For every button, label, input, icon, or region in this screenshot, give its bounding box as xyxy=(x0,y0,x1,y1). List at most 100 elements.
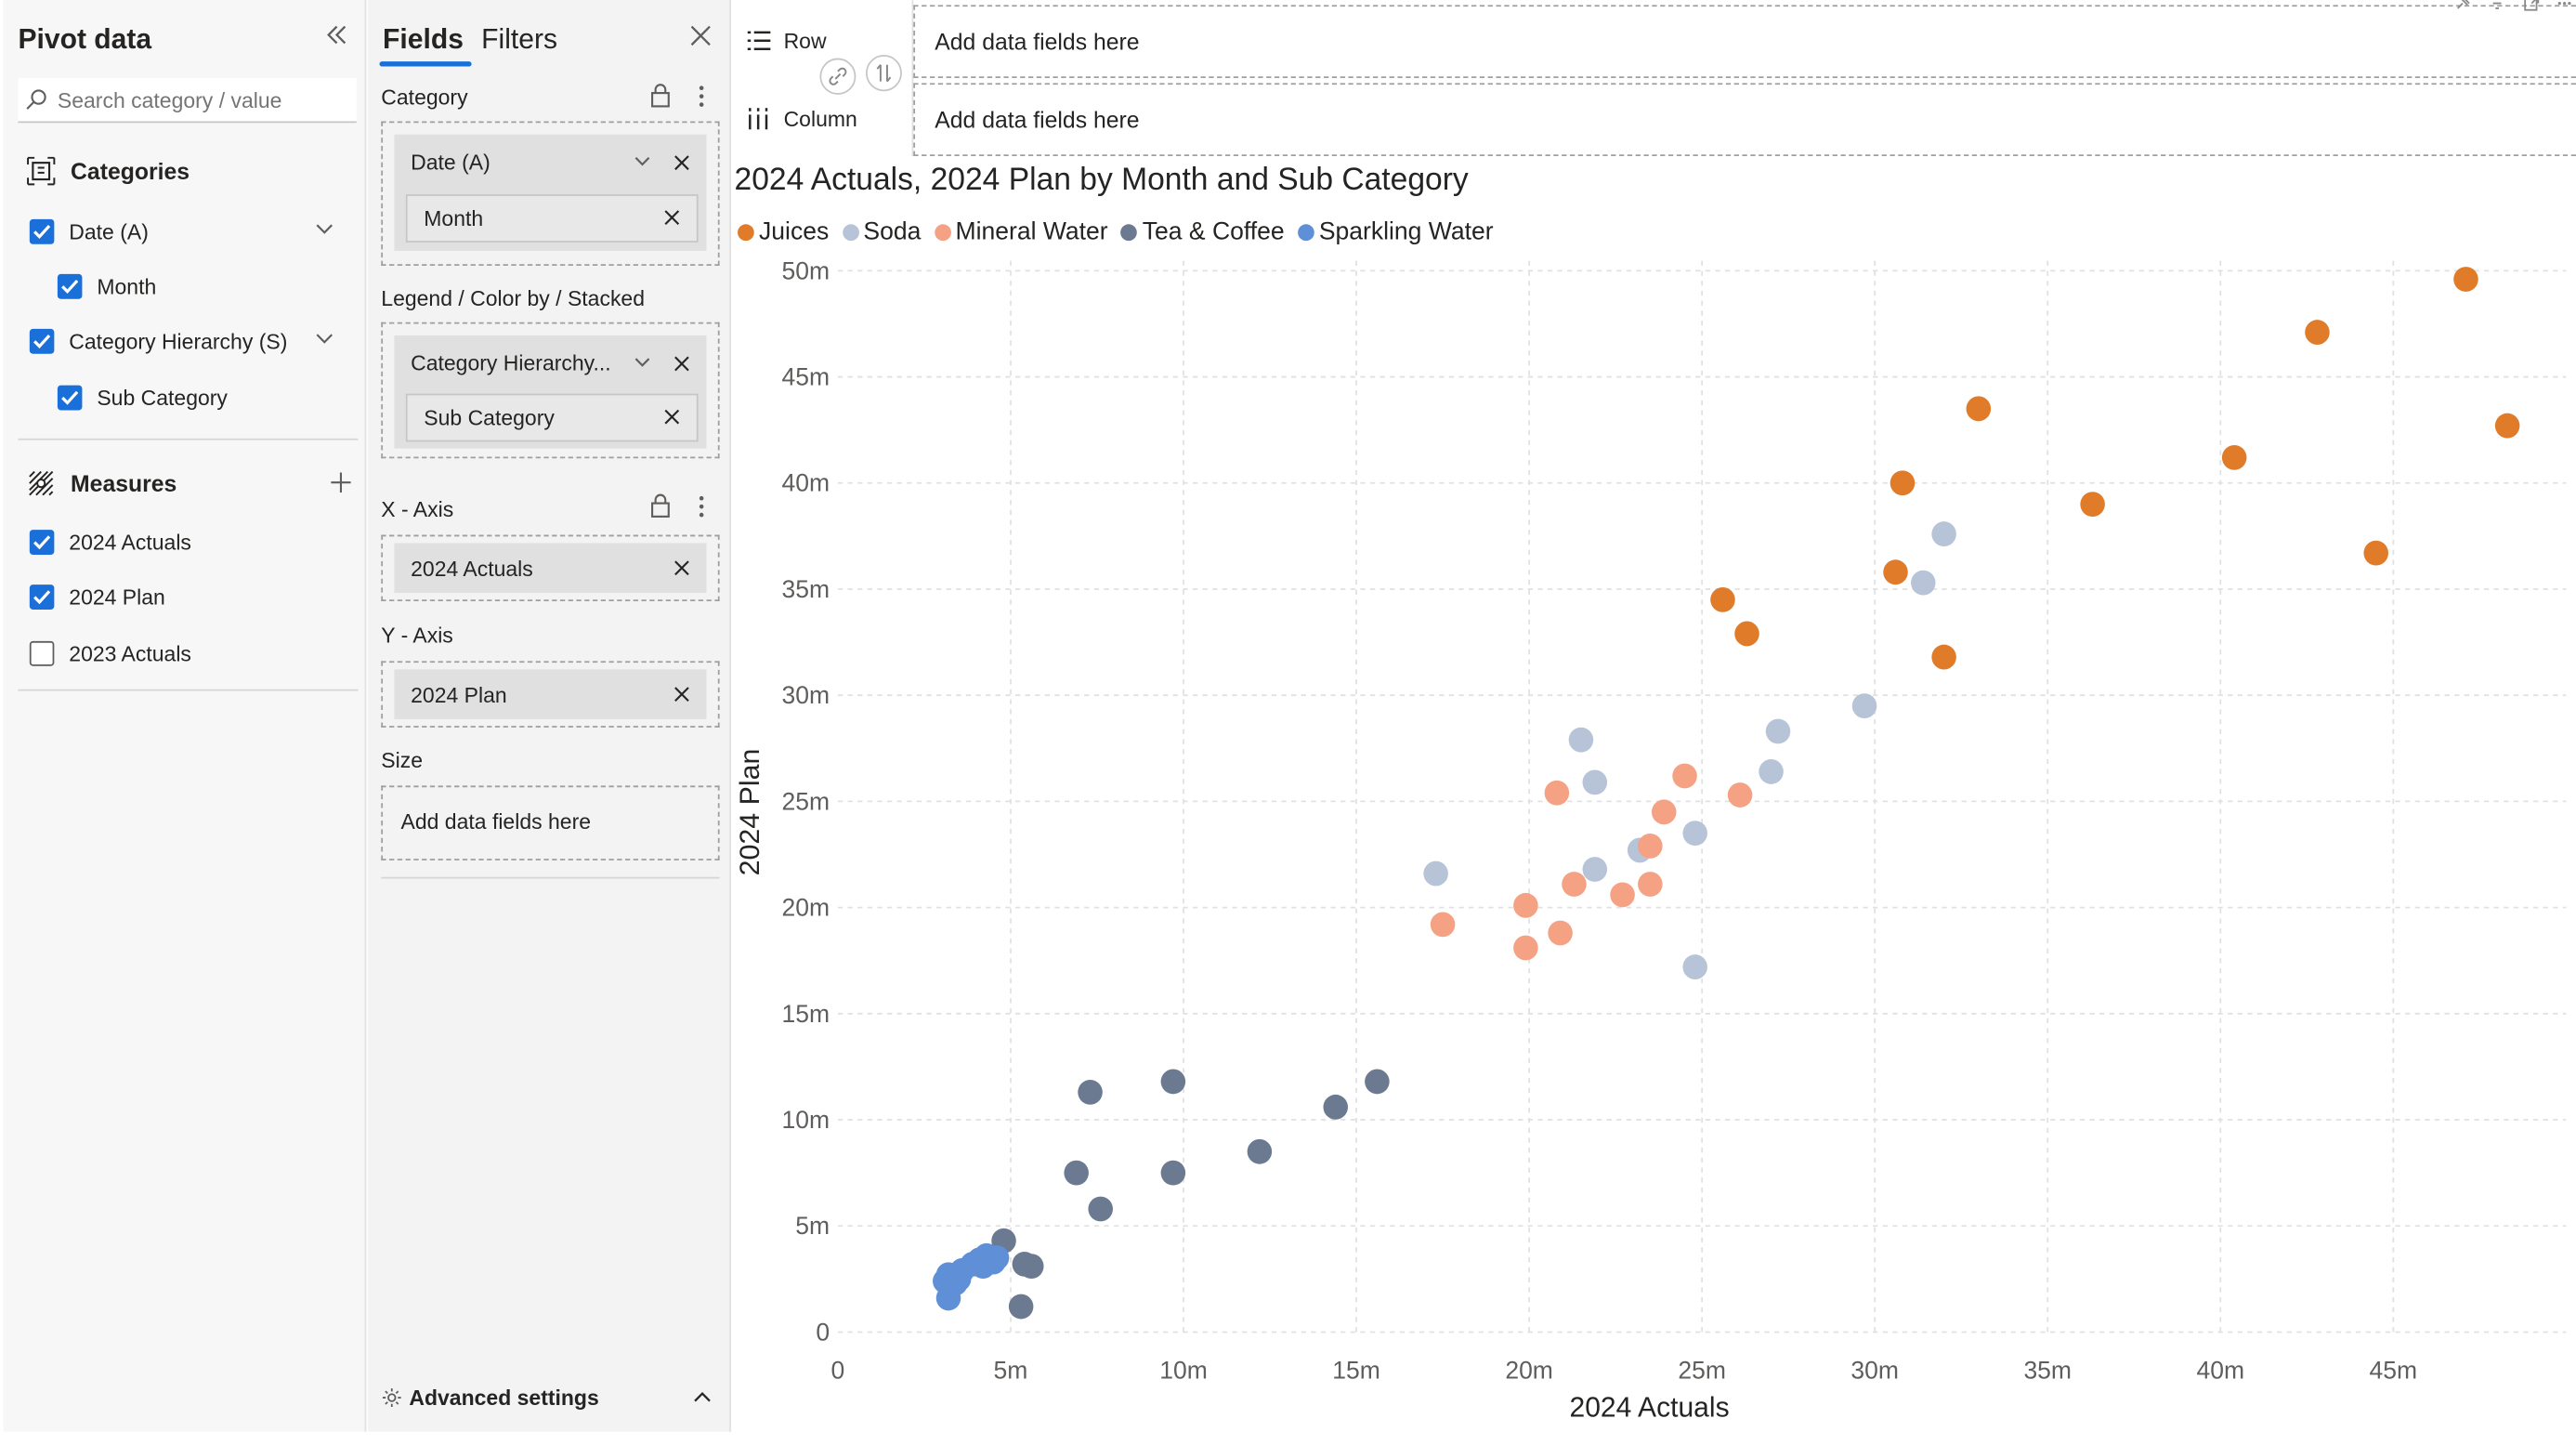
row-icon xyxy=(747,31,771,50)
collapse-panel-icon[interactable] xyxy=(325,20,348,55)
gear-icon xyxy=(382,1388,401,1408)
remove-icon[interactable] xyxy=(673,556,690,581)
checkbox-2023-actuals[interactable] xyxy=(29,640,55,666)
data-point xyxy=(1883,559,1908,585)
row-label: Row xyxy=(747,28,827,53)
category-item-month[interactable]: Month xyxy=(57,273,156,299)
data-point xyxy=(1651,799,1677,825)
row-dropzone[interactable]: Add data fields here xyxy=(913,5,2576,79)
checkbox-date[interactable] xyxy=(29,218,55,244)
measures-label: Measures xyxy=(71,469,177,497)
checkbox-hierarchy[interactable] xyxy=(29,328,55,354)
data-point xyxy=(1765,718,1791,744)
add-measure-icon[interactable] xyxy=(330,466,351,502)
yaxis-chip-label: 2024 Plan xyxy=(411,681,507,707)
search-box[interactable] xyxy=(18,78,357,124)
advanced-settings-label: Advanced settings xyxy=(409,1385,599,1411)
data-point xyxy=(1911,570,1936,596)
xaxis-chip[interactable]: 2024 Actuals xyxy=(394,543,707,594)
checkbox-2024-plan[interactable] xyxy=(29,585,55,610)
x-tick-label: 30m xyxy=(1850,1356,1899,1384)
chevron-down-icon[interactable] xyxy=(316,331,333,350)
remove-icon[interactable] xyxy=(673,682,690,707)
category-dropzone[interactable]: Date (A) Month xyxy=(381,121,720,266)
chevron-up-icon[interactable] xyxy=(693,1386,711,1409)
category-label-hierarchy: Category Hierarchy (S) xyxy=(69,328,288,354)
data-point xyxy=(1160,1069,1186,1095)
measure-item-2024-plan[interactable]: 2024 Plan xyxy=(29,585,165,610)
chevron-down-icon[interactable] xyxy=(316,221,333,241)
data-point xyxy=(1734,621,1759,647)
data-point xyxy=(1966,396,1992,422)
category-item-date[interactable]: Date (A) xyxy=(29,218,149,244)
data-point xyxy=(1548,920,1573,946)
data-point xyxy=(1931,521,1956,546)
measure-item-2024-actuals[interactable]: 2024 Actuals xyxy=(29,530,191,555)
legend-label: Tea & Coffee xyxy=(1142,217,1285,246)
pin-icon[interactable] xyxy=(2454,0,2471,17)
legend-marker xyxy=(934,223,951,241)
data-point xyxy=(1638,872,1663,897)
checkbox-2024-actuals[interactable] xyxy=(29,530,55,555)
remove-icon[interactable] xyxy=(663,206,680,231)
xaxis-dropzone[interactable]: 2024 Actuals xyxy=(381,534,720,602)
x-tick-label: 0 xyxy=(831,1356,845,1384)
close-icon[interactable] xyxy=(690,20,712,55)
data-point xyxy=(1078,1079,1103,1105)
link-icon[interactable] xyxy=(819,58,856,95)
data-point xyxy=(1931,644,1956,670)
remove-icon[interactable] xyxy=(673,352,690,377)
column-dropzone[interactable]: Add data fields here xyxy=(913,83,2576,157)
category-item-hierarchy[interactable]: Category Hierarchy (S) xyxy=(29,328,288,354)
y-tick-label: 35m xyxy=(782,575,830,603)
checkbox-month[interactable] xyxy=(57,273,83,299)
data-point xyxy=(1851,693,1877,719)
checkbox-sub-category[interactable] xyxy=(57,385,83,411)
x-tick-label: 40m xyxy=(2196,1356,2244,1384)
legend-label: Sparkling Water xyxy=(1318,217,1494,246)
category-chip-month[interactable]: Month xyxy=(405,194,699,243)
tab-fields[interactable]: Fields xyxy=(383,23,464,55)
more-options-icon[interactable] xyxy=(699,495,705,523)
measure-item-2023-actuals[interactable]: 2023 Actuals xyxy=(29,640,191,666)
yaxis-dropzone[interactable]: 2024 Plan xyxy=(381,661,720,728)
category-chip-label: Date (A) xyxy=(411,149,490,175)
tab-filters[interactable]: Filters xyxy=(481,23,558,55)
remove-icon[interactable] xyxy=(663,405,680,430)
legend-item[interactable]: Soda xyxy=(842,217,921,246)
data-point xyxy=(2221,444,2247,470)
fields-panel: Fields Filters Category Date (A) Month xyxy=(368,0,731,1432)
more-icon[interactable] xyxy=(2556,0,2573,17)
legend-item[interactable]: Tea & Coffee xyxy=(1120,217,1285,246)
legend-item[interactable]: Mineral Water xyxy=(934,217,1108,246)
remove-icon[interactable] xyxy=(673,151,690,177)
search-input[interactable] xyxy=(57,86,337,112)
chevron-down-icon[interactable] xyxy=(634,154,651,173)
data-point xyxy=(1064,1160,1089,1186)
chevron-down-icon[interactable] xyxy=(634,355,651,374)
data-point xyxy=(2080,492,2105,518)
lock-icon[interactable] xyxy=(650,493,670,523)
legend-item[interactable]: Juices xyxy=(738,217,829,246)
legend-marker xyxy=(738,223,754,241)
data-point xyxy=(1682,954,1707,979)
y-tick-label: 40m xyxy=(782,469,830,497)
yaxis-chip[interactable]: 2024 Plan xyxy=(394,669,707,719)
data-point xyxy=(2305,320,2330,345)
data-point xyxy=(1638,833,1663,859)
lock-icon[interactable] xyxy=(650,83,670,112)
legend-item[interactable]: Sparkling Water xyxy=(1297,217,1494,246)
swap-icon[interactable] xyxy=(865,54,902,92)
more-options-icon[interactable] xyxy=(699,85,705,112)
size-dropzone[interactable]: Add data fields here xyxy=(381,785,720,860)
category-item-sub-category[interactable]: Sub Category xyxy=(57,385,228,411)
measure-label-2024-plan: 2024 Plan xyxy=(69,585,165,610)
advanced-settings-toggle[interactable]: Advanced settings xyxy=(381,1385,599,1411)
chart-title: 2024 Actuals, 2024 Plan by Month and Sub… xyxy=(734,163,1469,198)
filter-icon[interactable] xyxy=(2489,0,2505,17)
categories-label: Categories xyxy=(71,157,190,185)
expand-icon[interactable] xyxy=(2523,0,2540,17)
legend-dropzone[interactable]: Category Hierarchy... Sub Category xyxy=(381,322,720,459)
legend-chip-sub-category[interactable]: Sub Category xyxy=(405,393,699,442)
data-point xyxy=(970,1254,996,1280)
